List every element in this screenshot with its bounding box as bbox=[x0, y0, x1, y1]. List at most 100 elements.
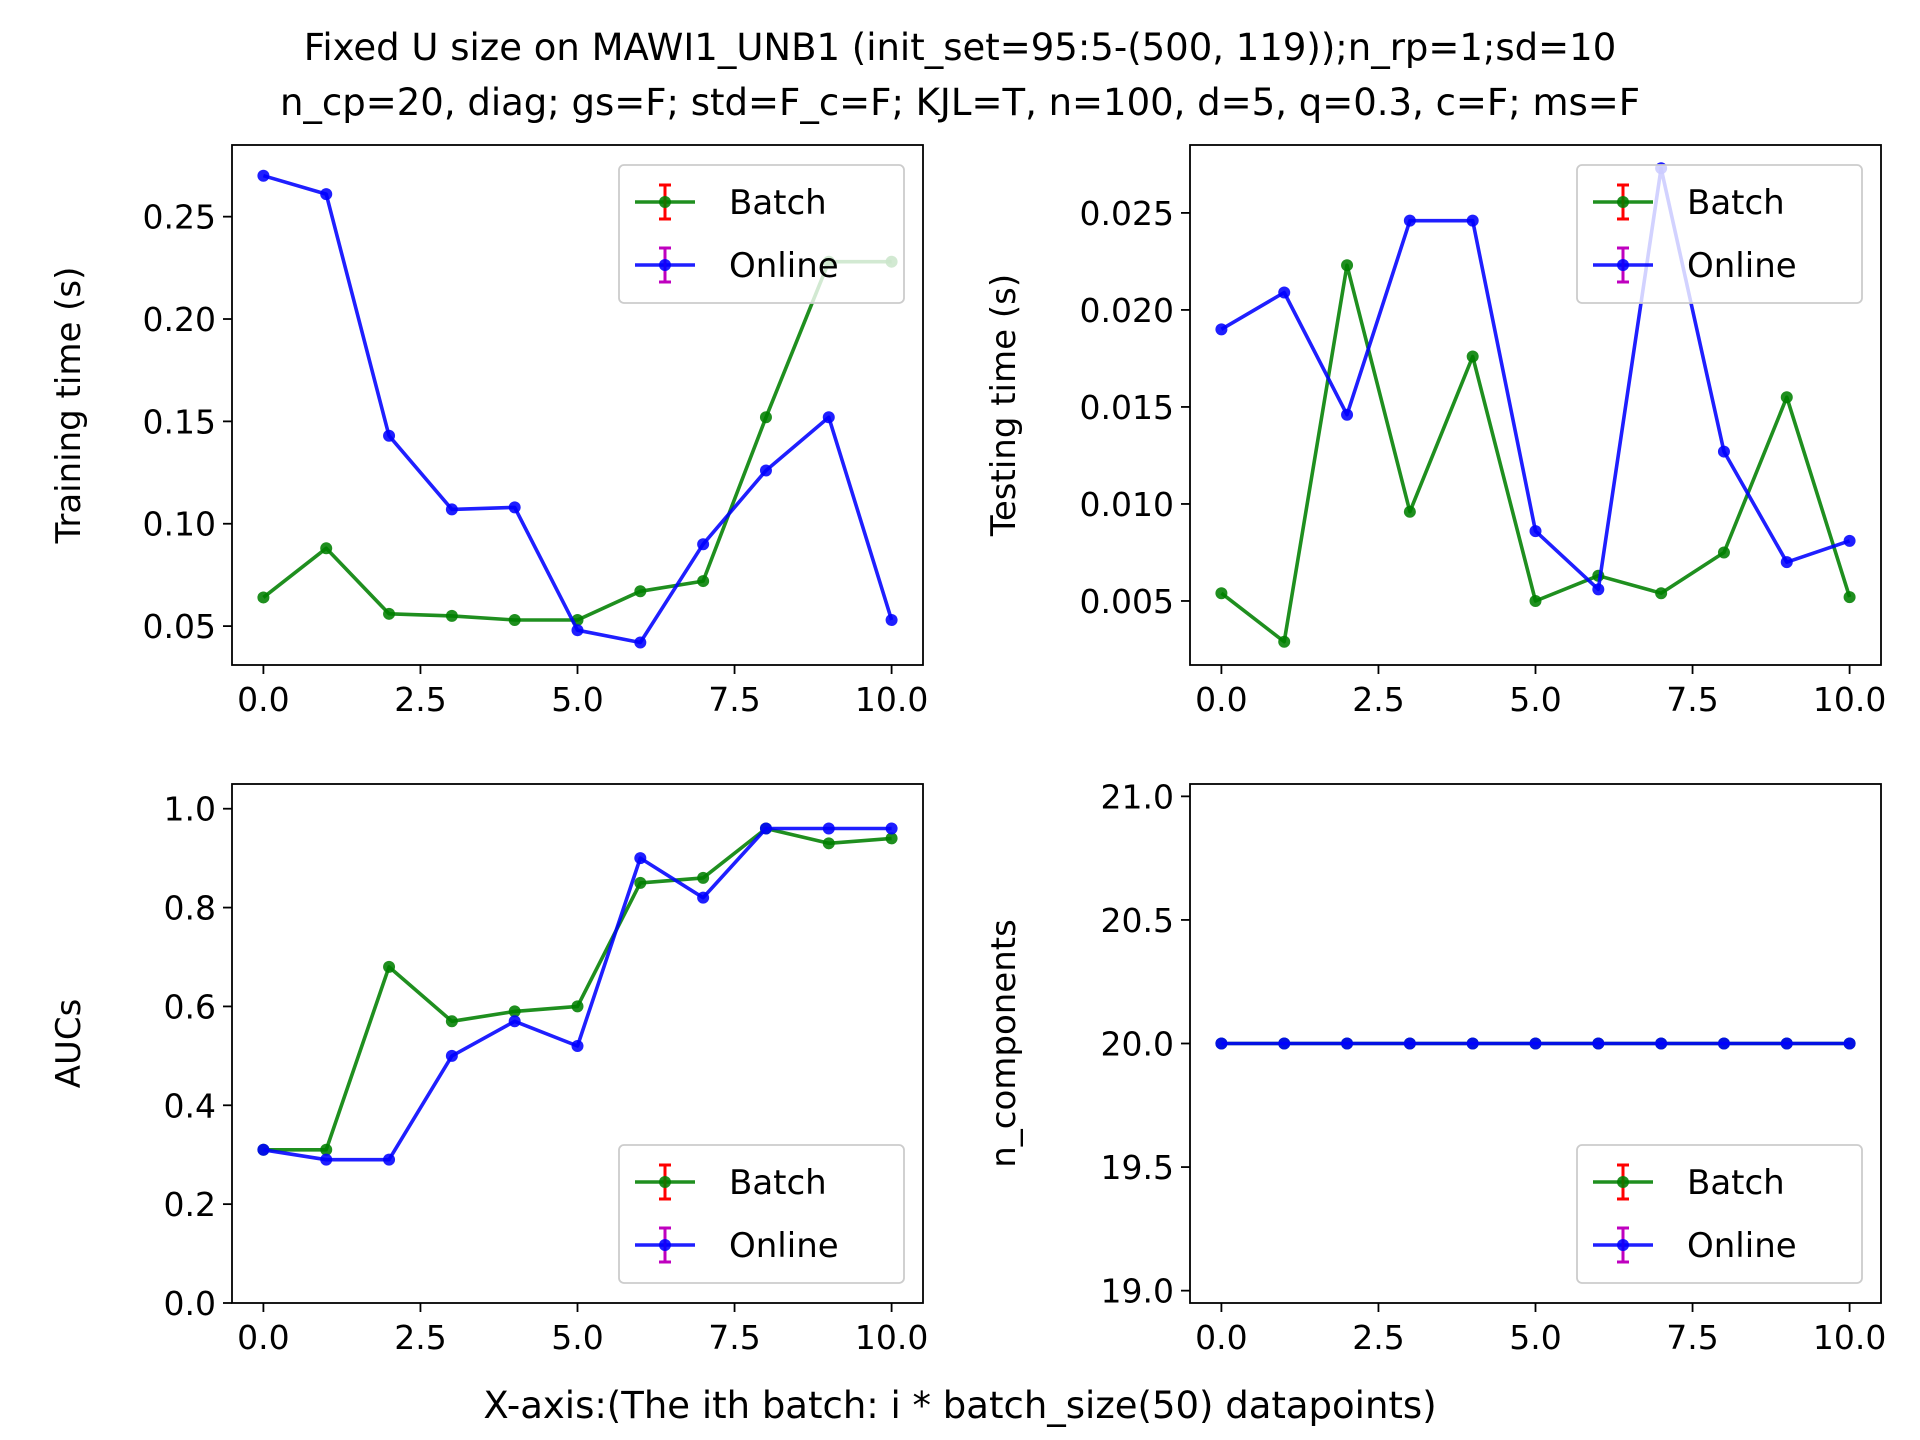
data-point-online bbox=[1780, 1037, 1793, 1050]
data-point-batch bbox=[634, 585, 647, 598]
y-tick-label: 0.0 bbox=[164, 1284, 216, 1323]
legend-marker bbox=[659, 259, 671, 271]
data-point-batch bbox=[383, 960, 396, 973]
data-point-batch bbox=[571, 1000, 584, 1013]
data-point-online bbox=[1717, 1037, 1730, 1050]
data-point-online bbox=[1843, 1037, 1856, 1050]
data-point-online bbox=[1592, 1037, 1605, 1050]
subplot-n-components: 0.0 2.5 5.0 7.5 10.0 19.0 19.5 20.0 20.5 21.0 n_co… bbox=[984, 777, 1886, 1357]
data-point-online bbox=[885, 613, 898, 626]
data-point-batch bbox=[1341, 259, 1354, 272]
y-tick-label: 0.005 bbox=[1080, 582, 1174, 621]
legend: Batch Online bbox=[1576, 1144, 1863, 1284]
legend: Batch Online bbox=[1576, 164, 1863, 304]
legend-entry-batch: Batch bbox=[635, 1163, 827, 1203]
legend-marker bbox=[1617, 1239, 1629, 1251]
data-point-online bbox=[697, 891, 710, 904]
data-point-online bbox=[1466, 1037, 1479, 1050]
legend-label: Online bbox=[1687, 1226, 1797, 1266]
legend-marker bbox=[1617, 196, 1629, 208]
data-point-online bbox=[759, 464, 772, 477]
legend-entry-online: Online bbox=[635, 1226, 839, 1266]
legend-box bbox=[618, 1144, 905, 1284]
y-tick-label: 0.8 bbox=[164, 889, 216, 928]
legend-box bbox=[1576, 1144, 1863, 1284]
legend-label: Online bbox=[1687, 246, 1797, 286]
x-tick-label: 7.5 bbox=[708, 1318, 760, 1357]
legend-entry-batch: Batch bbox=[635, 183, 827, 223]
data-point-online bbox=[445, 503, 458, 516]
y-axis-label: Testing time (s) bbox=[984, 274, 1024, 537]
y-tick-label: 0.20 bbox=[143, 300, 216, 339]
data-point-online bbox=[1529, 1037, 1542, 1050]
data-point-online bbox=[383, 1153, 396, 1166]
legend-entry-online: Online bbox=[1593, 1226, 1797, 1266]
data-point-online bbox=[1278, 286, 1291, 299]
legend-label: Online bbox=[729, 246, 839, 286]
data-point-batch bbox=[320, 1143, 333, 1156]
figure-title-line2: n_cp=20, diag; gs=F; std=F_c=F; KJL=T, n… bbox=[280, 81, 1640, 124]
data-point-online bbox=[257, 1143, 270, 1156]
y-tick-label: 19.5 bbox=[1101, 1148, 1174, 1187]
y-tick-label: 0.020 bbox=[1080, 291, 1174, 330]
data-point-online bbox=[1592, 583, 1605, 596]
y-tick-label: 20.0 bbox=[1101, 1025, 1174, 1064]
data-point-online bbox=[571, 624, 584, 637]
y-tick-label: 0.6 bbox=[164, 987, 216, 1026]
y-tick-label: 21.0 bbox=[1101, 777, 1174, 816]
x-tick-label: 5.0 bbox=[1509, 680, 1561, 719]
y-tick-label: 0.010 bbox=[1080, 485, 1174, 524]
y-tick-label: 0.05 bbox=[143, 607, 216, 646]
data-point-online bbox=[1215, 1037, 1228, 1050]
data-point-batch bbox=[1466, 350, 1479, 363]
data-point-online bbox=[1529, 525, 1542, 538]
data-point-online bbox=[697, 538, 710, 551]
data-point-online bbox=[257, 169, 270, 182]
x-tick-label: 0.0 bbox=[237, 680, 289, 719]
legend-entry-batch: Batch bbox=[1593, 183, 1785, 223]
x-tick-label: 7.5 bbox=[708, 680, 760, 719]
x-tick-label: 10.0 bbox=[855, 1318, 928, 1357]
data-point-online bbox=[445, 1049, 458, 1062]
data-point-batch bbox=[697, 871, 710, 884]
data-point-online bbox=[1655, 1037, 1668, 1050]
data-point-online bbox=[571, 1039, 584, 1052]
figure-title-line1: Fixed U size on MAWI1_UNB1 (init_set=95:… bbox=[304, 26, 1617, 69]
data-point-batch bbox=[445, 609, 458, 622]
x-tick-label: 5.0 bbox=[551, 1318, 603, 1357]
subplot-training-time: 0.0 2.5 5.0 7.5 10.0 0.05 0.10 0.15 0.20 0.25 Trai… bbox=[49, 144, 928, 719]
data-point-online bbox=[383, 429, 396, 442]
y-tick-label: 0.015 bbox=[1080, 388, 1174, 427]
data-point-batch bbox=[320, 542, 333, 555]
data-point-online bbox=[1466, 214, 1479, 227]
data-point-batch bbox=[1780, 391, 1793, 404]
data-point-online bbox=[508, 1015, 521, 1028]
y-tick-label: 0.2 bbox=[164, 1185, 216, 1224]
x-tick-label: 7.5 bbox=[1666, 1318, 1718, 1357]
legend-entry-batch: Batch bbox=[1593, 1163, 1785, 1203]
legend-marker bbox=[659, 1239, 671, 1251]
data-point-batch bbox=[1717, 546, 1730, 559]
data-point-online bbox=[1215, 323, 1228, 336]
x-tick-label: 2.5 bbox=[1352, 1318, 1404, 1357]
legend-box bbox=[1576, 164, 1863, 304]
data-point-batch bbox=[508, 613, 521, 626]
data-point-online bbox=[1278, 1037, 1291, 1050]
data-point-online bbox=[634, 636, 647, 649]
legend-label: Batch bbox=[729, 1163, 827, 1203]
data-point-online bbox=[634, 852, 647, 865]
data-point-online bbox=[1843, 534, 1856, 547]
y-tick-label: 20.5 bbox=[1101, 901, 1174, 940]
x-tick-label: 5.0 bbox=[1509, 1318, 1561, 1357]
data-point-batch bbox=[445, 1015, 458, 1028]
data-point-online bbox=[320, 1153, 333, 1166]
subplot-aucs: 0.0 2.5 5.0 7.5 10.0 0.0 0.2 0.4 0.6 0.8 1.0 AUCs Ba… bbox=[49, 783, 928, 1357]
data-point-batch bbox=[885, 832, 898, 845]
data-point-online bbox=[1403, 1037, 1416, 1050]
data-point-batch bbox=[697, 575, 710, 588]
legend: Batch Online bbox=[618, 1144, 905, 1284]
subplot-testing-time: 0.0 2.5 5.0 7.5 10.0 0.005 0.010 0.015 0.020 0.02… bbox=[984, 144, 1886, 719]
data-point-online bbox=[508, 501, 521, 514]
x-tick-label: 10.0 bbox=[1813, 1318, 1886, 1357]
